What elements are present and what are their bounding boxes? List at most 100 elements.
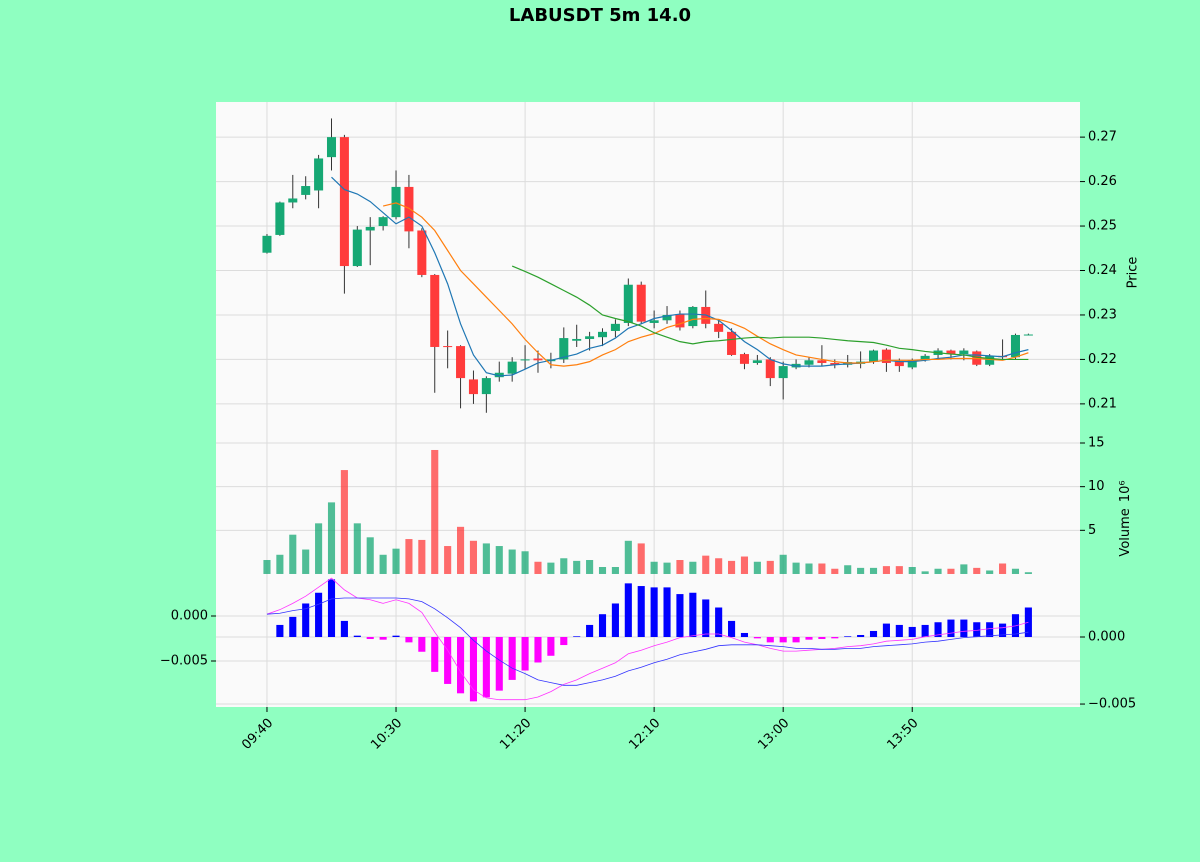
y2-tick-label: 0.000 <box>1088 630 1125 645</box>
y-tick-label: 0.25 <box>1088 219 1117 234</box>
y-tick-label: 5 <box>1088 523 1096 538</box>
candle-body <box>533 358 543 361</box>
candle-body <box>314 158 324 191</box>
macd-histogram-bar <box>379 637 387 640</box>
y-axis-label: Volume 10⁶ <box>1118 480 1133 556</box>
macd-histogram-bar <box>495 637 503 691</box>
macd-histogram-bar <box>740 632 749 638</box>
volume-bar <box>418 539 426 574</box>
candle-body <box>456 346 466 379</box>
candle-body <box>985 355 995 365</box>
volume-bar <box>560 558 568 574</box>
candle-body <box>959 350 969 355</box>
macd-histogram-bar <box>986 622 994 638</box>
volume-bar <box>611 566 619 574</box>
macd-histogram-bar <box>431 637 439 672</box>
macd-histogram-bar <box>340 620 348 638</box>
macd-histogram-bar <box>973 622 981 638</box>
volume-bar <box>740 556 749 574</box>
candle-body <box>1023 334 1033 336</box>
volume-bar <box>921 571 929 574</box>
macd-histogram-bar <box>573 636 581 638</box>
macd-histogram-bar <box>353 635 361 638</box>
candle-body <box>559 338 569 360</box>
candle-body <box>572 338 582 341</box>
candle-body <box>610 323 620 331</box>
macd-histogram-bar <box>857 634 865 638</box>
candle-body <box>391 186 401 218</box>
volume-bar <box>960 564 968 574</box>
volume-bar <box>469 540 478 574</box>
volume-bar <box>895 566 903 574</box>
candle-body <box>881 349 891 363</box>
volume-bar <box>302 549 310 574</box>
volume-bar <box>818 563 826 574</box>
panel-background <box>216 102 1080 443</box>
y-axis-label: Price <box>1126 257 1141 289</box>
volume-bar <box>999 563 1007 574</box>
y2-tick-label: −0.005 <box>1088 697 1136 712</box>
macd-histogram-bar <box>302 603 310 638</box>
macd-histogram-bar <box>908 626 916 638</box>
macd-histogram-bar <box>598 614 607 638</box>
macd-histogram-bar <box>1024 607 1032 638</box>
candle-body <box>765 359 775 379</box>
candle-body <box>378 217 388 227</box>
x-tick-label: 11:20 <box>497 716 534 753</box>
macd-histogram-bar <box>702 599 710 638</box>
candle-body <box>830 362 840 365</box>
macd-histogram-bar <box>418 637 426 652</box>
y-tick-label: 0.22 <box>1088 352 1117 367</box>
volume-bar <box>598 566 607 574</box>
macd-histogram-bar <box>676 594 684 638</box>
volume-bar <box>766 560 774 574</box>
volume-bar <box>573 560 581 574</box>
x-tick-label: 09:40 <box>239 716 276 753</box>
volume-bar <box>276 554 284 574</box>
volume-bar <box>715 558 723 574</box>
volume-bar <box>986 570 994 574</box>
candle-body <box>739 354 749 364</box>
volume-bar <box>547 562 555 574</box>
candle-body <box>585 336 595 339</box>
volume-bar <box>482 543 490 574</box>
y-tick-label: 10 <box>1088 479 1105 494</box>
volume-bar <box>882 566 890 574</box>
moving-average-line <box>382 202 1029 367</box>
y-tick-label: 0.24 <box>1088 263 1117 278</box>
candle-body <box>920 355 930 361</box>
macd-histogram-bar <box>315 592 323 638</box>
volume-bar <box>444 546 452 574</box>
candle-body <box>443 346 453 348</box>
candle-body <box>430 274 440 347</box>
x-tick-label: 10:30 <box>368 716 405 753</box>
candle-body <box>507 361 517 374</box>
macd-histogram-bar <box>882 623 890 638</box>
macd-histogram-bar <box>482 637 490 698</box>
macd-histogram-bar <box>444 637 452 684</box>
candle-body <box>636 284 646 322</box>
macd-histogram-bar <box>289 616 297 638</box>
y-tick-label: 0.000 <box>171 608 208 623</box>
macd-histogram-bar <box>560 637 568 646</box>
candle-body <box>675 314 685 328</box>
candle-body <box>352 229 362 267</box>
volume-bar <box>857 567 865 574</box>
candle-body <box>662 314 672 321</box>
macd-histogram-bar <box>534 637 542 663</box>
candle-body <box>649 320 659 323</box>
candle-body <box>907 360 917 368</box>
volume-bar <box>869 567 878 574</box>
macd-line <box>266 597 1029 686</box>
volume-bar <box>702 555 710 574</box>
volume-bar <box>728 560 736 574</box>
x-tick-label: 13:00 <box>755 716 792 753</box>
macd-histogram-bar <box>624 583 632 638</box>
candle-body <box>727 331 737 355</box>
macd-histogram-bar <box>960 619 968 638</box>
macd-histogram-bar <box>728 620 736 638</box>
volume-bar <box>1011 568 1020 574</box>
volume-bar <box>689 561 697 574</box>
macd-histogram-bar <box>869 630 878 638</box>
